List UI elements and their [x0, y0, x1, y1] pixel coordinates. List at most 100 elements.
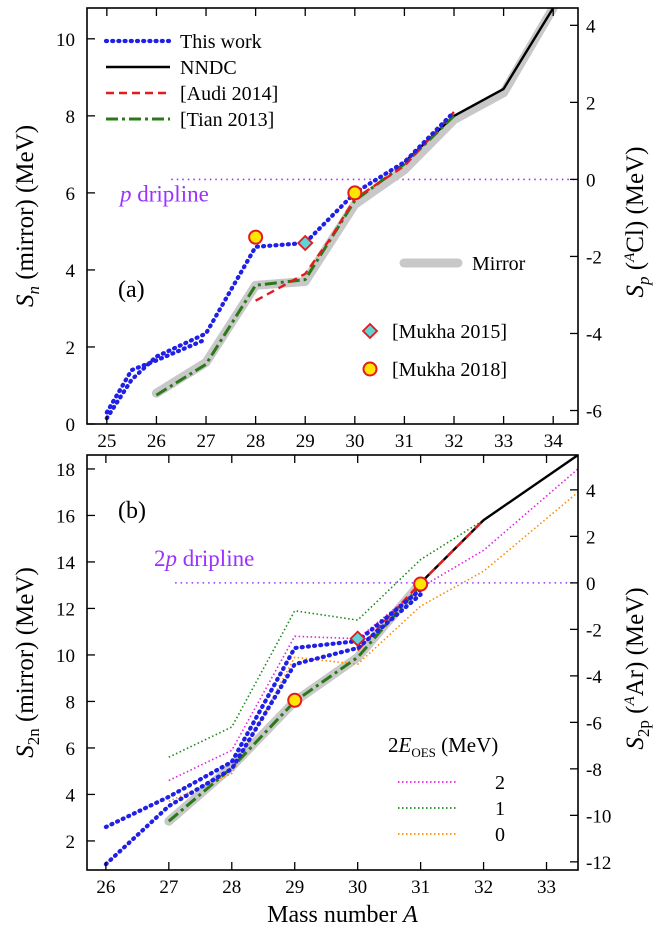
label-part: OES — [411, 745, 436, 760]
series-line — [255, 111, 455, 302]
label-part: dripline — [177, 546, 254, 571]
y-tick-label: 6 — [66, 184, 76, 205]
y-tick-label: 6 — [66, 739, 76, 760]
x-tick-label: 30 — [348, 877, 367, 898]
panel-a: 25 26 27 28 29 30 31 32 33 34 0 2 4 6 8 10 -6 -4 -2 0 2 4 (a) p… — [12, 7, 653, 452]
series-line — [151, 8, 558, 398]
series-line — [104, 337, 209, 415]
y-tick-label-right: -4 — [586, 324, 602, 345]
series-line — [168, 455, 578, 758]
label-part: Ar) (MeV) — [622, 587, 649, 696]
label-part: S — [12, 745, 39, 758]
dripline-label: p dripline — [118, 181, 209, 206]
oes-legend-title: 2EOES (MeV) — [388, 733, 498, 760]
y-axis-label-right: Sp (ACl) (MeV) — [622, 147, 653, 298]
y-axis-label: S2n (mirror) (MeV) — [12, 567, 43, 758]
oes-legend-label: 1 — [495, 798, 505, 820]
panel-label: (b) — [118, 498, 146, 524]
y-tick-label-right: 0 — [586, 574, 596, 595]
y-tick-label: 2 — [66, 338, 76, 359]
y-axis-label: Sn (mirror) (MeV) — [12, 125, 43, 307]
label-part: 2n — [24, 728, 43, 746]
y-tick-label-right: -6 — [586, 402, 602, 423]
label-part: (mirror) (MeV) — [12, 125, 39, 286]
x-tick-label: 29 — [296, 431, 315, 452]
mukha-2018-point — [287, 692, 303, 708]
mukha-2018-point — [413, 576, 429, 592]
label-part: n — [24, 286, 43, 295]
marker-legend-label: [Mukha 2015] — [392, 321, 507, 343]
x-tick-label: 31 — [411, 877, 430, 898]
y-tick-label: 0 — [66, 415, 76, 436]
label-part: ( — [622, 262, 649, 277]
y-tick-label: 2 — [66, 832, 76, 853]
series-line — [103, 592, 423, 867]
label-part: A — [401, 902, 418, 928]
y-tick-label: 4 — [66, 261, 76, 282]
label-part: ( — [622, 706, 649, 721]
y-tick-label: 10 — [56, 30, 75, 51]
y-tick-label: 10 — [56, 646, 75, 667]
series-line — [168, 491, 578, 803]
y-tick-label: 8 — [66, 692, 76, 713]
y-tick-label-right: 0 — [586, 170, 596, 191]
label-part: 2p — [634, 720, 653, 737]
marker-legend-swatch — [361, 322, 379, 340]
panel-label: (a) — [118, 277, 145, 303]
x-tick-label: 30 — [345, 431, 364, 452]
plot-frame — [86, 454, 579, 871]
y-tick-label-right: -4 — [586, 667, 602, 688]
label-part: S — [12, 294, 39, 307]
mirror-legend-label: Mirror — [472, 253, 526, 275]
y-tick-label-right: 2 — [586, 527, 596, 548]
label-part: Cl) (MeV) — [622, 147, 649, 253]
legend: This work NNDC [Audi 2014] [Tian 2013] — [103, 31, 278, 131]
label-part: 2 — [154, 546, 166, 571]
mukha-2015-point — [296, 234, 314, 252]
x-tick-label: 26 — [147, 431, 166, 452]
plot-area — [103, 455, 578, 867]
x-tick-label: 33 — [537, 877, 556, 898]
y-tick-label: 18 — [56, 460, 75, 481]
y-tick-label-right: -6 — [586, 713, 602, 734]
x-tick-label: 34 — [544, 431, 564, 452]
x-tick-label: 26 — [96, 877, 115, 898]
label-part: A — [622, 252, 638, 263]
series-line — [419, 455, 578, 584]
y-tick-label-right: -2 — [586, 620, 602, 641]
label-part: E — [398, 733, 412, 757]
y-tick-label-right: -2 — [586, 247, 602, 268]
dripline-label: 2p dripline — [154, 546, 254, 571]
y-tick-label: 4 — [66, 785, 76, 806]
label-part: p — [118, 181, 132, 206]
mukha-2018-point — [347, 185, 363, 201]
legend-label: NNDC — [180, 57, 237, 79]
y-tick-label: 14 — [56, 553, 76, 574]
x-tick-label: 27 — [159, 877, 178, 898]
oes-legend: 2EOES (MeV)210 — [388, 733, 505, 846]
label-part: 2 — [388, 733, 399, 757]
x-axis-label: Mass number A — [267, 902, 418, 928]
legend-label: [Tian 2013] — [180, 109, 274, 131]
label-part: (mirror) (MeV) — [12, 567, 39, 728]
series-line — [155, 114, 456, 397]
y-tick-label-right: -12 — [586, 853, 611, 874]
x-tick-label: 28 — [246, 431, 265, 452]
label-part: A — [622, 696, 638, 707]
y-tick-label-right: 4 — [586, 16, 596, 37]
label-part: (MeV) — [436, 733, 498, 757]
x-tick-label: 29 — [285, 877, 304, 898]
y-tick-label-right: 2 — [586, 93, 596, 114]
label-part: Mass number — [267, 902, 403, 928]
x-tick-label: 32 — [445, 431, 464, 452]
x-tick-label: 33 — [494, 431, 513, 452]
plot-area — [104, 8, 578, 421]
label-part: S — [622, 737, 649, 750]
x-tick-label: 25 — [97, 431, 116, 452]
x-tick-label: 27 — [197, 431, 216, 452]
mukha-2018-point — [248, 229, 264, 245]
marker-legend-swatch — [362, 361, 378, 377]
x-tick-label: 32 — [474, 877, 493, 898]
series-line — [104, 109, 457, 421]
y-axis-label-right: S2p (AAr) (MeV) — [622, 587, 653, 749]
